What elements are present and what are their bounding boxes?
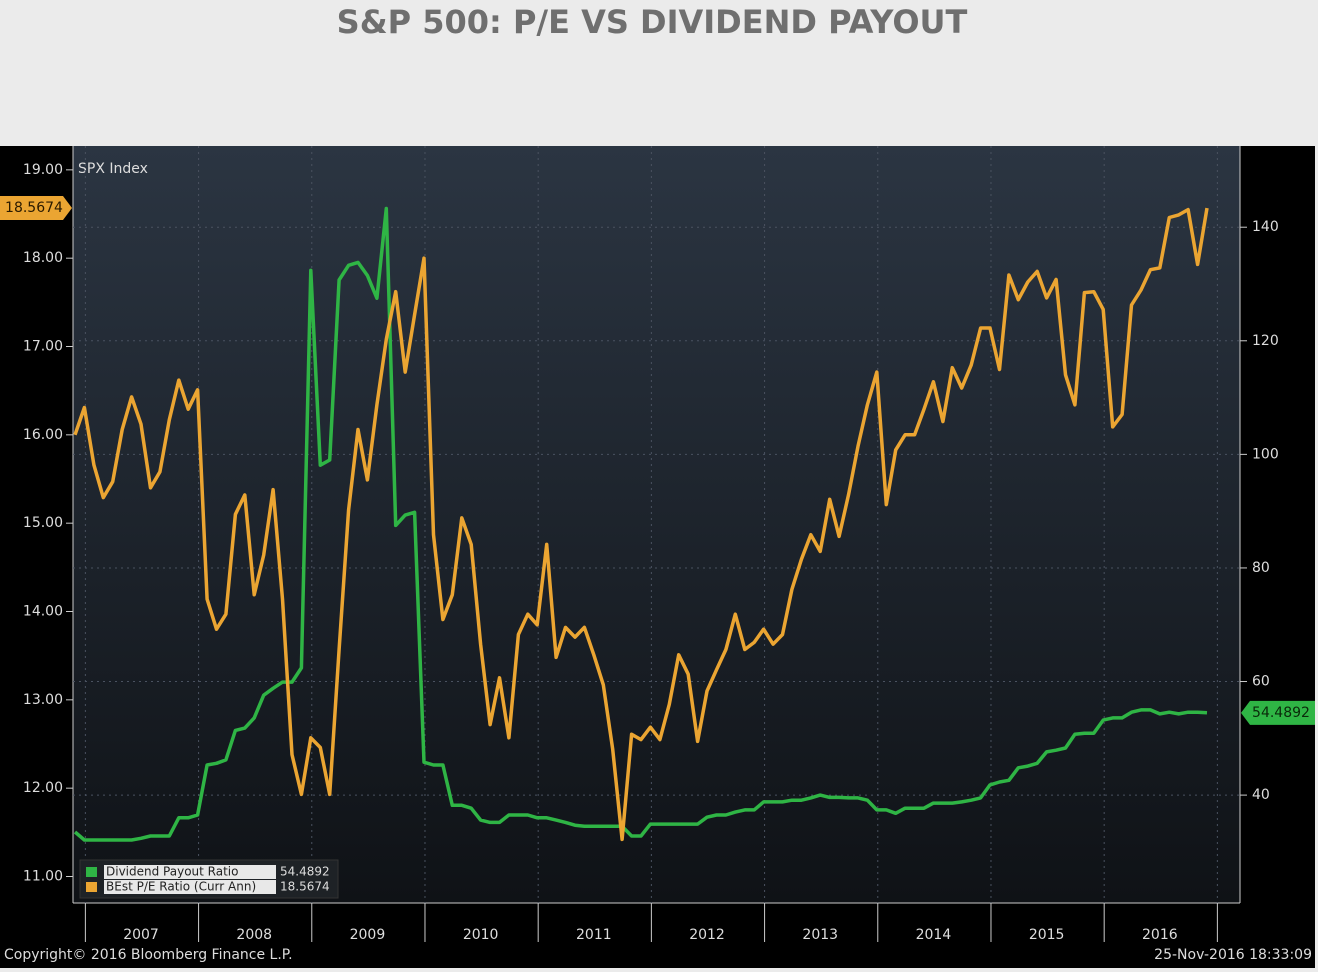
y-tick-label: 19.00 xyxy=(23,162,63,178)
marks xyxy=(73,206,1209,842)
y2-tick-label: 100 xyxy=(1252,446,1279,462)
x-tick-label: 2011 xyxy=(576,927,612,943)
series-line xyxy=(73,207,1209,842)
x-tick-label: 2014 xyxy=(916,927,952,943)
y2-tick-label: 80 xyxy=(1252,560,1270,576)
y2-tick-label: 140 xyxy=(1252,219,1279,235)
y-tick-label: 11.00 xyxy=(23,869,63,885)
legend-swatch xyxy=(86,882,97,892)
x-tick-label: 2016 xyxy=(1142,927,1178,943)
legend-name-bg xyxy=(104,880,276,894)
legend-value: 18.5674 xyxy=(280,880,330,894)
value-tag xyxy=(1241,700,1315,725)
y-tick-label: 13.00 xyxy=(23,692,63,708)
y-tick-label: 14.00 xyxy=(23,604,63,620)
legend-name: BEst P/E Ratio (Curr Ann) xyxy=(106,880,256,894)
y-tick-label: 12.00 xyxy=(23,780,63,796)
legend-name: Dividend Payout Ratio xyxy=(106,865,238,879)
legend-name-bg xyxy=(104,865,276,879)
x-tick-label: 2009 xyxy=(350,927,386,943)
x-tick-label: 2013 xyxy=(802,927,838,943)
value-tag xyxy=(0,196,72,221)
legend-value: 54.4892 xyxy=(280,865,330,879)
source: Copyright© 2016 Bloomberg Finance L.P. xyxy=(4,947,293,963)
x-tick-label: 2008 xyxy=(236,927,272,943)
legend-swatch xyxy=(86,867,97,877)
x-tick-label: 2010 xyxy=(463,927,499,943)
y2-tick-label: 60 xyxy=(1252,674,1270,690)
annotation: SPX Index xyxy=(78,161,148,177)
x-tick-label: 2007 xyxy=(123,927,159,943)
chart-title: S&P 500: P/E VS DIVIDEND PAYOUT xyxy=(337,3,968,41)
y-tick-label: 15.00 xyxy=(23,515,63,531)
value-tag-label: 54.4892 xyxy=(1252,705,1310,721)
x-tick-label: 2012 xyxy=(689,927,725,943)
timestamp: 25-Nov-2016 18:33:09 xyxy=(1154,947,1312,963)
series-line xyxy=(73,206,1208,842)
y2-tick-label: 40 xyxy=(1252,787,1270,803)
y-tick-label: 17.00 xyxy=(23,339,63,355)
value-tag-label: 18.5674 xyxy=(5,200,63,216)
y2-tick-label: 120 xyxy=(1252,333,1279,349)
x-tick-label: 2015 xyxy=(1029,927,1065,943)
y-tick-label: 18.00 xyxy=(23,250,63,266)
grid xyxy=(73,146,1240,903)
y-tick-label: 16.00 xyxy=(23,427,63,443)
